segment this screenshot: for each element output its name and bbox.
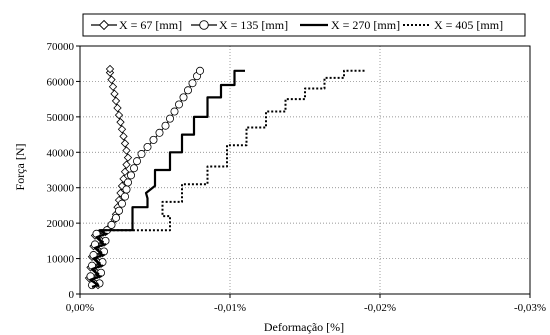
y-tick-label: 40000 — [47, 147, 75, 159]
data-point-circle — [115, 206, 124, 215]
y-tick-label: 0 — [69, 289, 75, 301]
data-point-circle — [155, 128, 164, 137]
data-point-diamond — [116, 118, 125, 127]
diamond-marker-icon — [98, 19, 110, 31]
x-tick-label: 0,00% — [66, 302, 94, 314]
legend-item-x135: X = 135 [mm] — [191, 18, 288, 32]
data-point-diamond — [123, 153, 133, 162]
data-point-circle — [129, 164, 138, 173]
data-point-diamond — [117, 125, 127, 134]
data-point-diamond — [105, 64, 115, 74]
data-point-circle — [165, 114, 174, 123]
data-point-diamond — [119, 132, 128, 141]
y-axis-label: Força [N] — [13, 144, 27, 191]
data-point-circle — [161, 121, 170, 130]
data-point-circle — [121, 192, 130, 201]
series-line — [91, 69, 365, 288]
data-point-circle — [183, 86, 192, 95]
x-tick-label: -0,02% — [364, 302, 396, 314]
plot-frame — [79, 45, 531, 295]
data-point-circle — [107, 220, 116, 229]
circle-marker-icon — [199, 20, 209, 30]
x-tick-label: -0,03% — [514, 302, 546, 314]
data-point-diamond — [114, 110, 124, 120]
data-point-circle — [118, 199, 127, 208]
data-point-circle — [170, 107, 179, 116]
legend-label-x135: X = 135 [mm] — [219, 18, 288, 32]
y-tick-label: 30000 — [47, 183, 75, 195]
y-tick-label: 60000 — [47, 76, 75, 88]
data-point-diamond — [116, 188, 125, 198]
y-tick-label: 10000 — [47, 254, 75, 266]
data-point-circle — [122, 185, 131, 194]
data-point-diamond — [110, 89, 119, 98]
series-3 — [91, 69, 365, 288]
legend-label-x67: X = 67 [mm] — [119, 18, 182, 32]
x-tick-label: -0,01% — [214, 302, 246, 314]
axes: 0 10000 20000 30000 40000 50000 60000 70000 0,00… — [47, 41, 547, 314]
legend-item-x270: X = 270 [mm] — [300, 18, 400, 32]
legend-label-x270: X = 270 [mm] — [331, 18, 400, 32]
data-point-circle — [132, 157, 141, 166]
data-point-diamond — [111, 96, 121, 106]
series-layer — [84, 64, 365, 290]
legend-item-x405: X = 405 [mm] — [403, 18, 503, 32]
data-point-diamond — [120, 139, 130, 148]
data-point-circle — [179, 93, 188, 102]
x-axis-label: Deformação [%] — [264, 320, 344, 334]
series-2 — [89, 69, 245, 288]
data-point-circle — [195, 66, 204, 75]
data-point-circle — [143, 142, 152, 151]
data-point-circle — [188, 79, 197, 88]
data-point-circle — [124, 178, 133, 187]
legend: X = 67 [mm] X = 135 [mm] X = 270 [mm] X … — [82, 13, 526, 37]
legend-item-x67: X = 67 [mm] — [91, 18, 182, 32]
y-tick-label: 20000 — [47, 218, 75, 230]
data-point-diamond — [120, 167, 130, 176]
data-point-diamond — [117, 181, 127, 191]
data-point-circle — [174, 100, 183, 109]
data-point-diamond — [108, 82, 118, 91]
legend-label-x405: X = 405 [mm] — [434, 18, 503, 32]
data-point-circle — [137, 150, 146, 159]
data-point-diamond — [122, 146, 131, 155]
data-point-circle — [127, 171, 136, 180]
data-point-diamond — [122, 160, 131, 169]
data-point-diamond — [113, 103, 122, 113]
data-point-circle — [149, 135, 158, 144]
y-tick-label: 70000 — [47, 41, 75, 53]
y-tick-label: 50000 — [47, 112, 75, 124]
data-point-circle — [112, 213, 121, 222]
data-point-diamond — [107, 75, 116, 84]
series-line — [89, 69, 245, 288]
